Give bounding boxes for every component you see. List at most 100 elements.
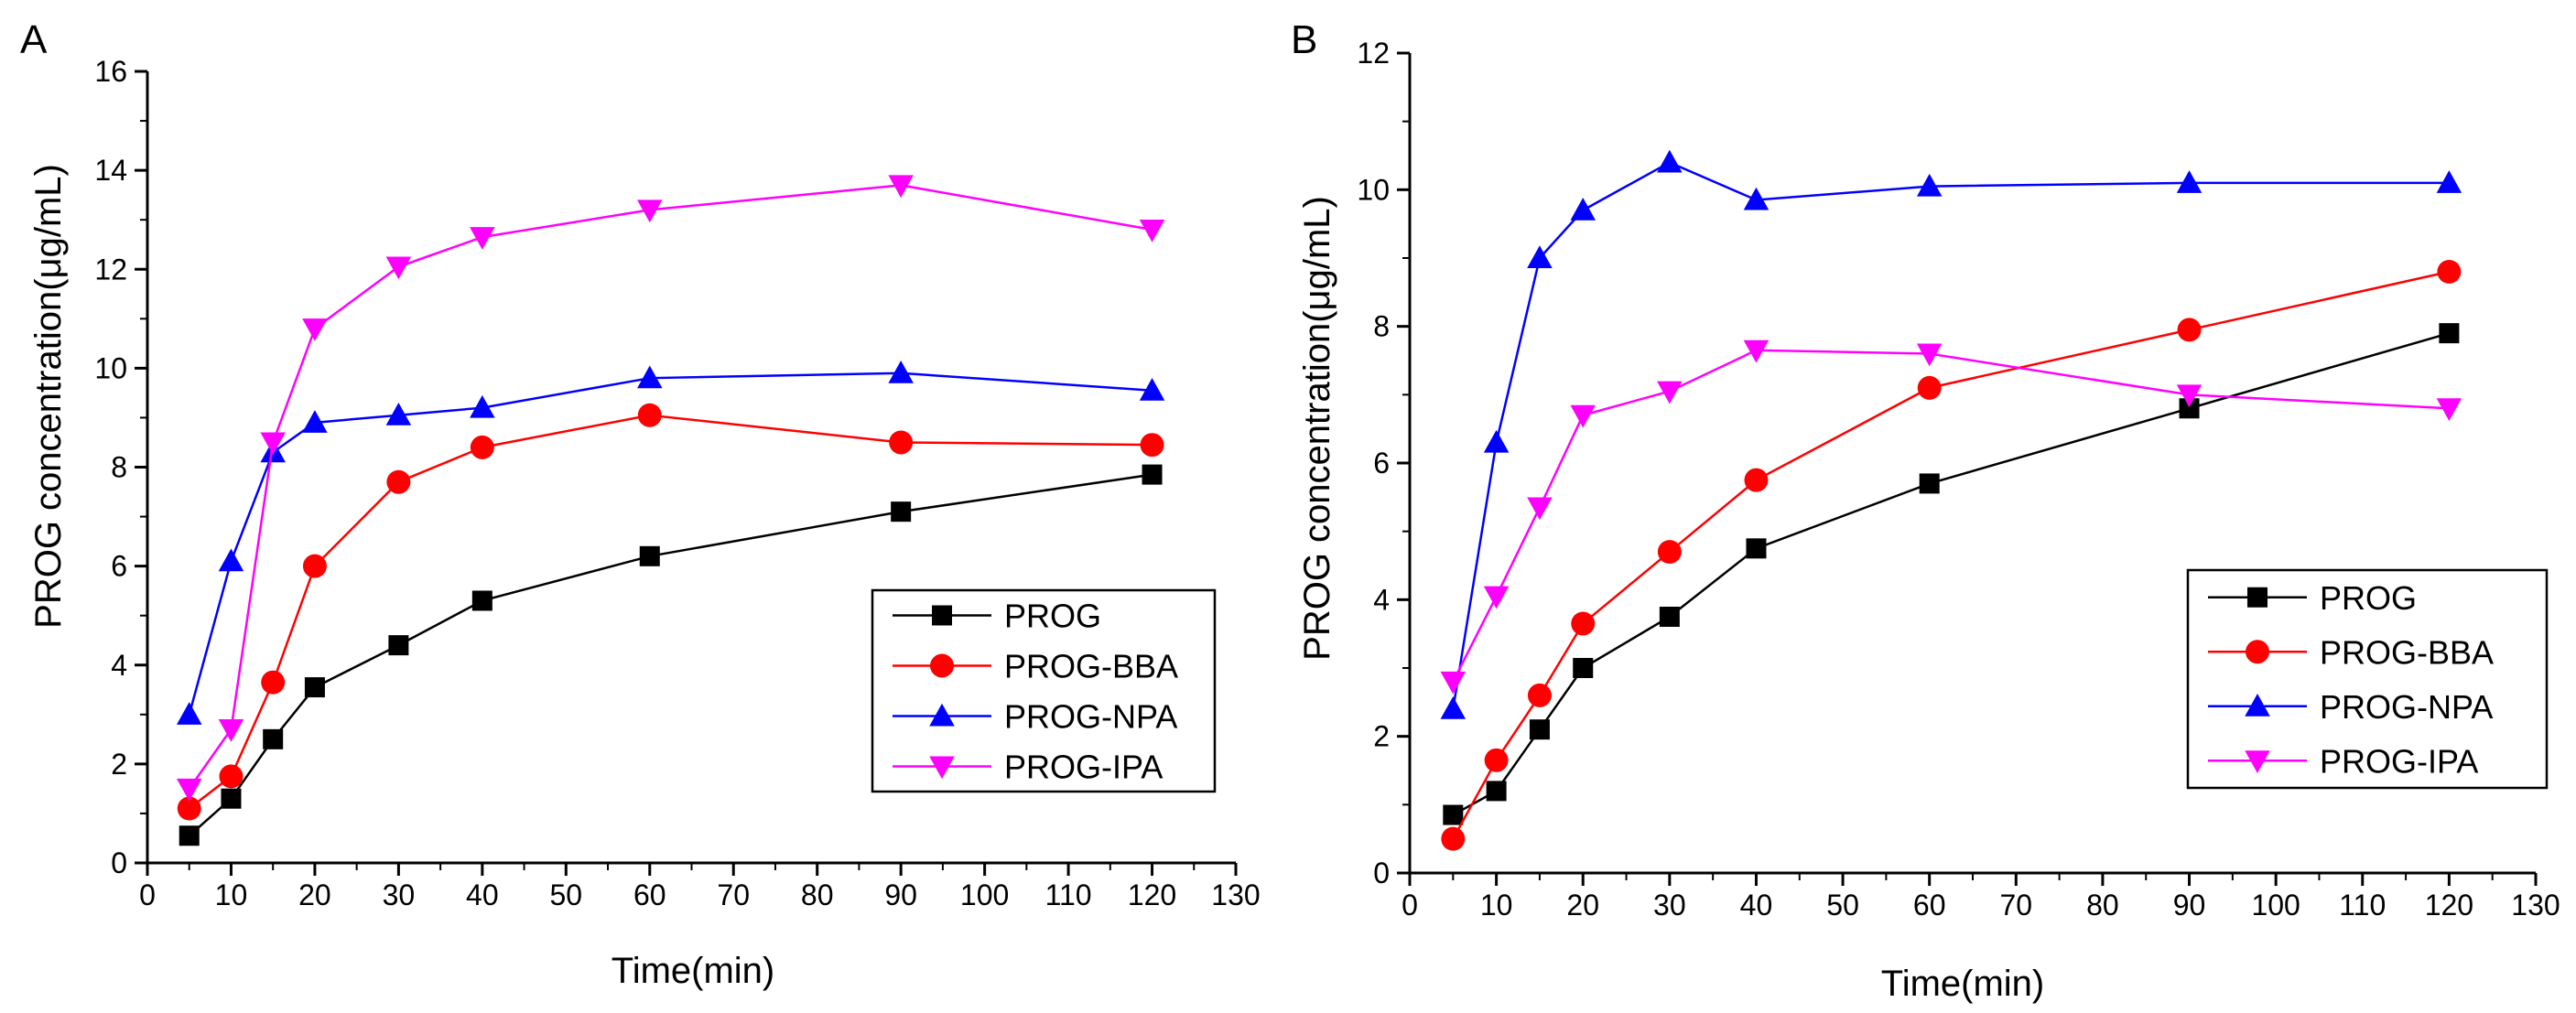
data-point-prog-b [1486,781,1507,802]
legend-marker-prog-bba-b [2246,640,2269,664]
x-tick-label-b: 120 [2425,889,2473,921]
data-point-prog-ipa-b [2176,384,2203,408]
y-tick-label-b: 0 [1373,857,1390,889]
x-tick-label-a: 70 [717,878,750,911]
data-point-prog-bba-a [470,435,494,459]
data-point-prog-ipa-a [385,256,412,280]
y-tick-label-b: 6 [1373,447,1390,480]
y-tick-label-a: 8 [111,451,127,484]
legend-label-prog-npa-a: PROG-NPA [1004,698,1177,736]
data-point-prog-a [1142,464,1163,485]
data-point-prog-bba-a [302,554,327,578]
x-tick-label-b: 50 [1826,889,1859,921]
x-tick-label-b: 10 [1480,889,1513,921]
data-point-prog-ipa-a [260,432,286,456]
data-point-prog-npa-b [1527,245,1553,268]
legend-label-prog-ipa-a: PROG-IPA [1004,749,1163,786]
data-point-prog-npa-b [2176,170,2203,193]
data-point-prog-b [1573,658,1594,678]
data-point-prog-ipa-a [637,199,663,223]
data-point-prog-b [1919,473,1940,494]
x-tick-label-a: 130 [1211,878,1260,911]
x-tick-label-b: 0 [1402,889,1418,921]
data-point-prog-ipa-a [1139,220,1165,242]
legend-label-prog-a: PROG [1004,598,1101,635]
x-tick-label-b: 30 [1653,889,1686,921]
data-point-prog-a [179,825,200,846]
data-point-prog-bba-b [2177,318,2202,342]
data-point-prog-ipa-b [1657,381,1683,404]
data-point-prog-bba-a [386,469,411,494]
x-tick-label-a: 90 [884,878,917,911]
x-tick-label-a: 30 [383,878,416,911]
data-point-prog-bba-a [1140,433,1164,458]
data-point-prog-b [1443,804,1464,825]
data-point-prog-npa-a [385,402,412,426]
x-tick-label-b: 70 [2000,889,2033,921]
data-point-prog-a [221,788,242,809]
data-point-prog-a [891,501,912,523]
y-tick-label-b: 4 [1373,583,1390,616]
x-tick-label-b: 20 [1566,889,1599,921]
panel-label-b: B [1291,17,1317,62]
data-point-prog-bba-a [889,430,914,455]
legend-marker-prog-a [932,605,952,626]
x-tick-label-a: 60 [633,878,666,911]
y-tick-label-a: 6 [111,550,127,583]
data-point-prog-ipa-b [1916,343,1943,367]
data-point-prog-a [388,635,409,656]
panel-label-a: A [20,17,48,62]
data-point-prog-npa-a [218,548,244,572]
y-tick-label-a: 16 [94,55,127,88]
data-point-prog-b [2439,323,2460,344]
x-tick-label-a: 100 [960,878,1009,911]
data-point-prog-ipa-a [302,318,328,341]
data-point-prog-npa-b [1440,696,1467,719]
data-point-prog-ipa-a [888,175,914,199]
data-point-prog-ipa-b [1440,671,1467,695]
y-tick-label-a: 2 [111,748,127,781]
x-tick-label-a: 110 [1045,878,1092,911]
data-point-prog-npa-b [1657,149,1683,173]
panel-b: B Time(min) PROG concentration(μg/mL) 0 1… [1291,17,2560,1004]
x-tick-label-b: 60 [1913,889,1946,921]
x-tick-label-a: 10 [215,878,248,911]
data-point-prog-bba-b [1441,826,1466,851]
data-point-prog-ipa-b [1483,586,1510,609]
x-tick-label-b: 80 [2086,889,2119,921]
x-tick-label-b: 90 [2173,889,2206,921]
data-point-prog-bba-a [219,764,244,789]
y-tick-label-a: 12 [94,253,127,286]
y-tick-label-a: 10 [94,351,127,384]
data-point-prog-b [1746,538,1767,559]
data-point-prog-ipa-a [470,227,495,250]
data-point-prog-npa-b [1570,197,1596,221]
data-point-prog-b [1659,607,1680,627]
data-point-prog-npa-b [1743,187,1770,210]
y-axis-label-a: PROG concentration(μg/mL) [28,164,69,629]
legend-marker-prog-ipa-a [929,756,955,780]
data-point-prog-bba-b [1484,748,1509,772]
data-point-prog-ipa-a [176,778,202,802]
legend-marker-prog-ipa-b [2245,750,2270,773]
x-axis-label-a: Time(min) [612,951,775,991]
legend-label-prog-bba-a: PROG-BBA [1004,648,1178,685]
x-tick-label-a: 20 [298,878,331,911]
data-point-prog-bba-b [2437,259,2462,284]
y-tick-label-b: 2 [1373,720,1390,753]
data-point-prog-npa-b [1916,173,1943,197]
legend-marker-prog-npa-a [929,703,955,727]
y-tick-label-b: 12 [1357,37,1390,70]
data-point-prog-bba-b [1917,375,1942,400]
data-point-prog-npa-b [1483,429,1510,453]
y-axis-label-b: PROG concentration(μg/mL) [1297,196,1337,661]
x-tick-label-b: 130 [2511,889,2560,921]
x-tick-label-a: 80 [801,878,834,911]
y-tick-label-b: 10 [1357,173,1390,206]
data-point-prog-ipa-b [2436,398,2462,422]
legend-box-a [871,588,1217,793]
data-point-prog-bba-b [1527,683,1552,707]
data-point-prog-bba-b [1657,540,1682,565]
data-point-prog-npa-a [470,394,495,418]
